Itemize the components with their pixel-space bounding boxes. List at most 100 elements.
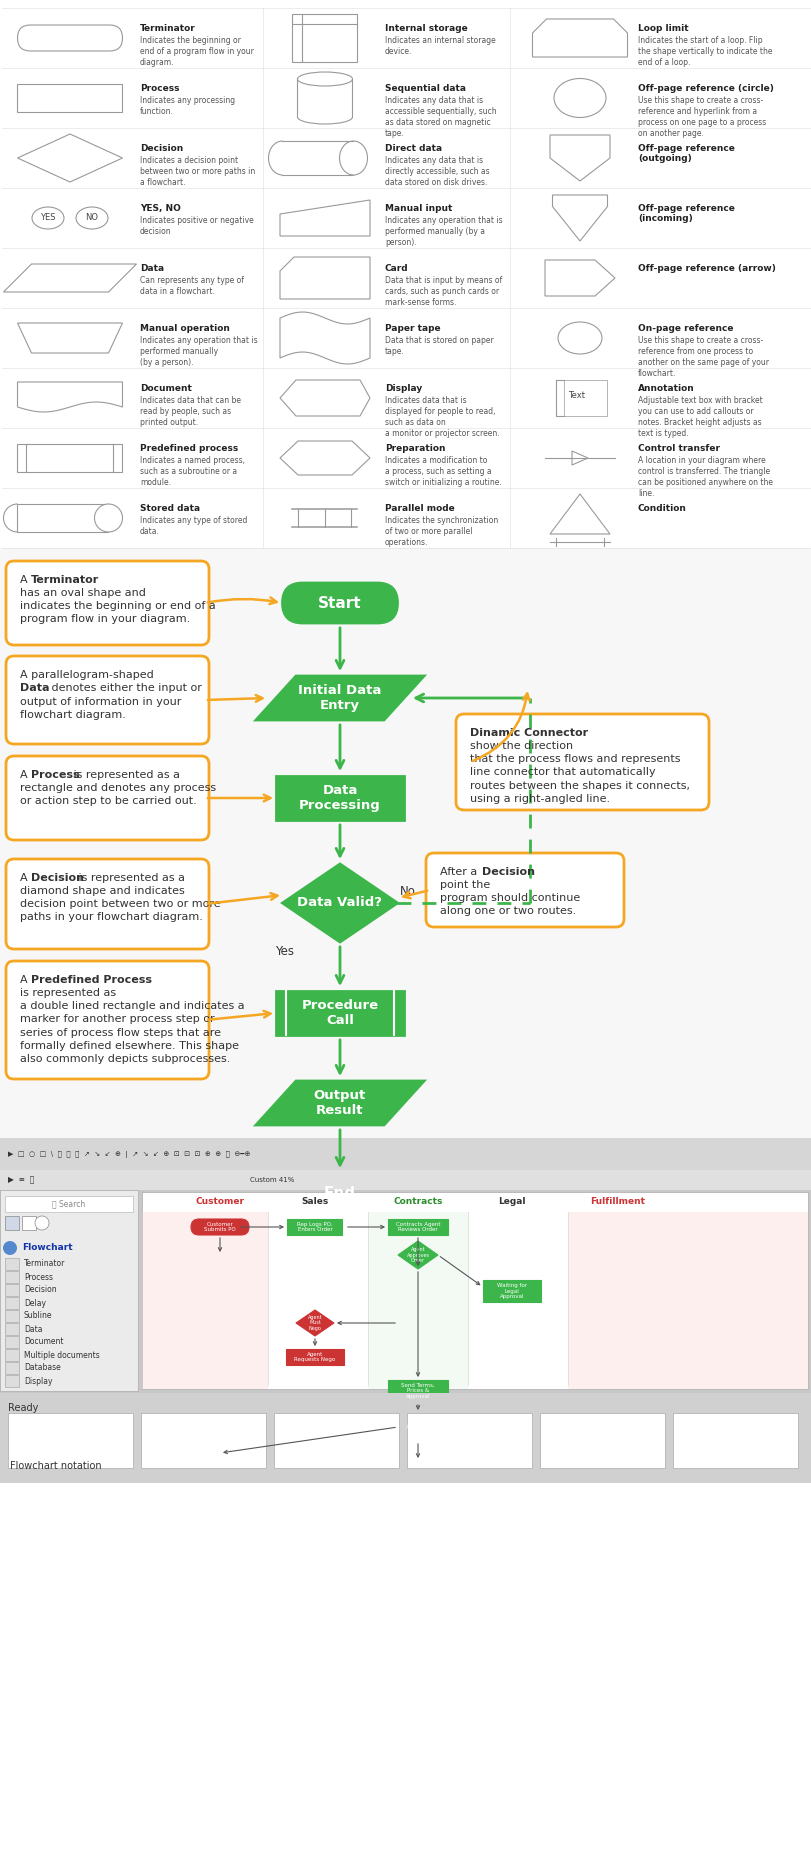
Text: Text: Text <box>568 391 585 401</box>
Ellipse shape <box>297 71 352 86</box>
Polygon shape <box>280 200 370 236</box>
Text: Customer
Submits PO: Customer Submits PO <box>204 1222 235 1232</box>
Text: Off-page reference
(outgoing): Off-page reference (outgoing) <box>637 144 734 163</box>
Text: Off-page reference
(incoming): Off-page reference (incoming) <box>637 204 734 223</box>
Text: Terminator: Terminator <box>31 575 99 584</box>
Text: YES: YES <box>41 213 56 223</box>
Text: Indicates data that is
displayed for people to read,
such as data on
a monitor o: Indicates data that is displayed for peo… <box>384 397 499 438</box>
Text: Legal: Legal <box>498 1198 525 1206</box>
Text: Indicates a named process,
such as a subroutine or a
module.: Indicates a named process, such as a sub… <box>139 457 245 487</box>
FancyBboxPatch shape <box>18 24 122 51</box>
Bar <box>5 1284 19 1295</box>
Text: Approve?: Approve? <box>406 1425 429 1430</box>
FancyBboxPatch shape <box>6 562 208 646</box>
Text: End: End <box>324 1185 355 1200</box>
Text: Preparation: Preparation <box>384 444 445 453</box>
Text: Indicates any operation that is
performed manually (by a
person).: Indicates any operation that is performe… <box>384 215 502 247</box>
Polygon shape <box>551 195 607 241</box>
Polygon shape <box>571 451 587 464</box>
Text: show the direction
that the process flows and represents
line connector that aut: show the direction that the process flow… <box>470 741 689 803</box>
Text: Start: Start <box>318 595 362 610</box>
Polygon shape <box>397 1413 439 1441</box>
Text: A: A <box>20 575 31 584</box>
Text: Dinamic Connector: Dinamic Connector <box>470 728 587 738</box>
Polygon shape <box>397 1241 437 1269</box>
Bar <box>5 1258 19 1269</box>
Text: Manual operation: Manual operation <box>139 324 230 333</box>
Bar <box>564 380 607 416</box>
Polygon shape <box>18 135 122 182</box>
Text: Manual input: Manual input <box>384 204 452 213</box>
Text: Document: Document <box>24 1337 63 1346</box>
Text: Paper tape: Paper tape <box>384 324 440 333</box>
FancyBboxPatch shape <box>6 756 208 841</box>
Text: Can represents any type of
data in a flowchart.: Can represents any type of data in a flo… <box>139 275 243 296</box>
Text: Fulfillment: Fulfillment <box>590 1198 645 1206</box>
FancyBboxPatch shape <box>282 582 397 623</box>
Bar <box>0 1138 811 1393</box>
Bar <box>18 84 122 112</box>
Polygon shape <box>549 135 609 182</box>
Text: Indicates a decision point
between two or more paths in
a flowchart.: Indicates a decision point between two o… <box>139 155 255 187</box>
Text: Output
Result: Output Result <box>314 1090 366 1118</box>
Bar <box>406 1413 531 1468</box>
Polygon shape <box>255 676 423 721</box>
Text: Indicates an internal storage
device.: Indicates an internal storage device. <box>384 36 496 56</box>
Text: Enter in Shared: Enter in Shared <box>598 1458 641 1464</box>
Text: Data: Data <box>139 264 164 273</box>
Bar <box>142 1192 807 1389</box>
Text: rectangle and denotes any process
or action step to be carried out.: rectangle and denotes any process or act… <box>20 782 216 807</box>
Text: On-page reference: On-page reference <box>637 324 732 333</box>
Ellipse shape <box>94 504 122 532</box>
Bar <box>141 1413 266 1468</box>
Text: Agent
Approves
Order: Agent Approves Order <box>406 1247 429 1264</box>
FancyBboxPatch shape <box>6 960 208 1078</box>
Text: Annotation: Annotation <box>637 384 694 393</box>
Text: Adjustable text box with bracket
you can use to add callouts or
notes. Bracket h: Adjustable text box with bracket you can… <box>637 397 762 438</box>
Text: Loop limit: Loop limit <box>637 24 688 34</box>
Bar <box>5 1271 19 1282</box>
Text: Indicates any data that is
directly accessible, such as
data stored on disk driv: Indicates any data that is directly acce… <box>384 155 489 187</box>
Text: Indicates any operation that is
performed manually
(by a person).: Indicates any operation that is performe… <box>139 335 257 367</box>
Text: ▶  ≡  🔍: ▶ ≡ 🔍 <box>8 1176 34 1185</box>
Text: Use this shape to create a cross-
reference from one process to
another on the s: Use this shape to create a cross- refere… <box>637 335 768 378</box>
Text: Process: Process <box>31 769 79 781</box>
Bar <box>18 504 109 532</box>
Bar <box>0 548 811 1138</box>
Text: Indicates positive or negative
decision: Indicates positive or negative decision <box>139 215 253 236</box>
Text: Use this shape to create a cross-
reference and hyperlink from a
process on one : Use this shape to create a cross- refere… <box>637 95 766 139</box>
Text: Indicates any processing
function.: Indicates any processing function. <box>139 95 235 116</box>
Text: Terminator: Terminator <box>139 24 195 34</box>
Bar <box>5 1324 19 1335</box>
Text: Document: Document <box>139 384 191 393</box>
Bar <box>5 1350 19 1361</box>
Ellipse shape <box>553 79 605 118</box>
Text: Indicates the synchronization
of two or more parallel
operations.: Indicates the synchronization of two or … <box>384 517 498 547</box>
Text: Agent
Requests Nego: Agent Requests Nego <box>294 1352 335 1363</box>
Polygon shape <box>255 1080 423 1125</box>
Text: Stored data: Stored data <box>139 504 200 513</box>
Polygon shape <box>18 324 122 354</box>
Text: Control transfer: Control transfer <box>637 444 719 453</box>
Text: Display: Display <box>384 384 422 393</box>
FancyBboxPatch shape <box>6 655 208 743</box>
Text: Send Terms,
Prices &
Approval: Send Terms, Prices & Approval <box>401 1383 434 1398</box>
Text: Contracts Agent
Reviews Order: Contracts Agent Reviews Order <box>395 1222 440 1232</box>
Polygon shape <box>280 256 370 300</box>
Bar <box>292 13 357 62</box>
Text: NO: NO <box>85 213 98 223</box>
Text: Sequential data: Sequential data <box>384 84 466 94</box>
Text: A: A <box>20 975 31 985</box>
Bar <box>0 1138 811 1170</box>
FancyBboxPatch shape <box>6 859 208 949</box>
Text: Data that is input by means of
cards, such as punch cards or
mark-sense forms.: Data that is input by means of cards, su… <box>384 275 502 307</box>
Bar <box>5 1310 19 1322</box>
Text: Data: Data <box>24 1325 42 1333</box>
Text: is represented as a: is represented as a <box>75 872 185 884</box>
Text: A location in your diagram where
control is transferred. The triangle
can be pos: A location in your diagram where control… <box>637 457 772 498</box>
Text: is represented as a: is represented as a <box>70 769 180 781</box>
FancyBboxPatch shape <box>282 1174 397 1213</box>
Bar <box>539 1413 664 1468</box>
Ellipse shape <box>32 208 64 228</box>
Polygon shape <box>280 442 370 475</box>
